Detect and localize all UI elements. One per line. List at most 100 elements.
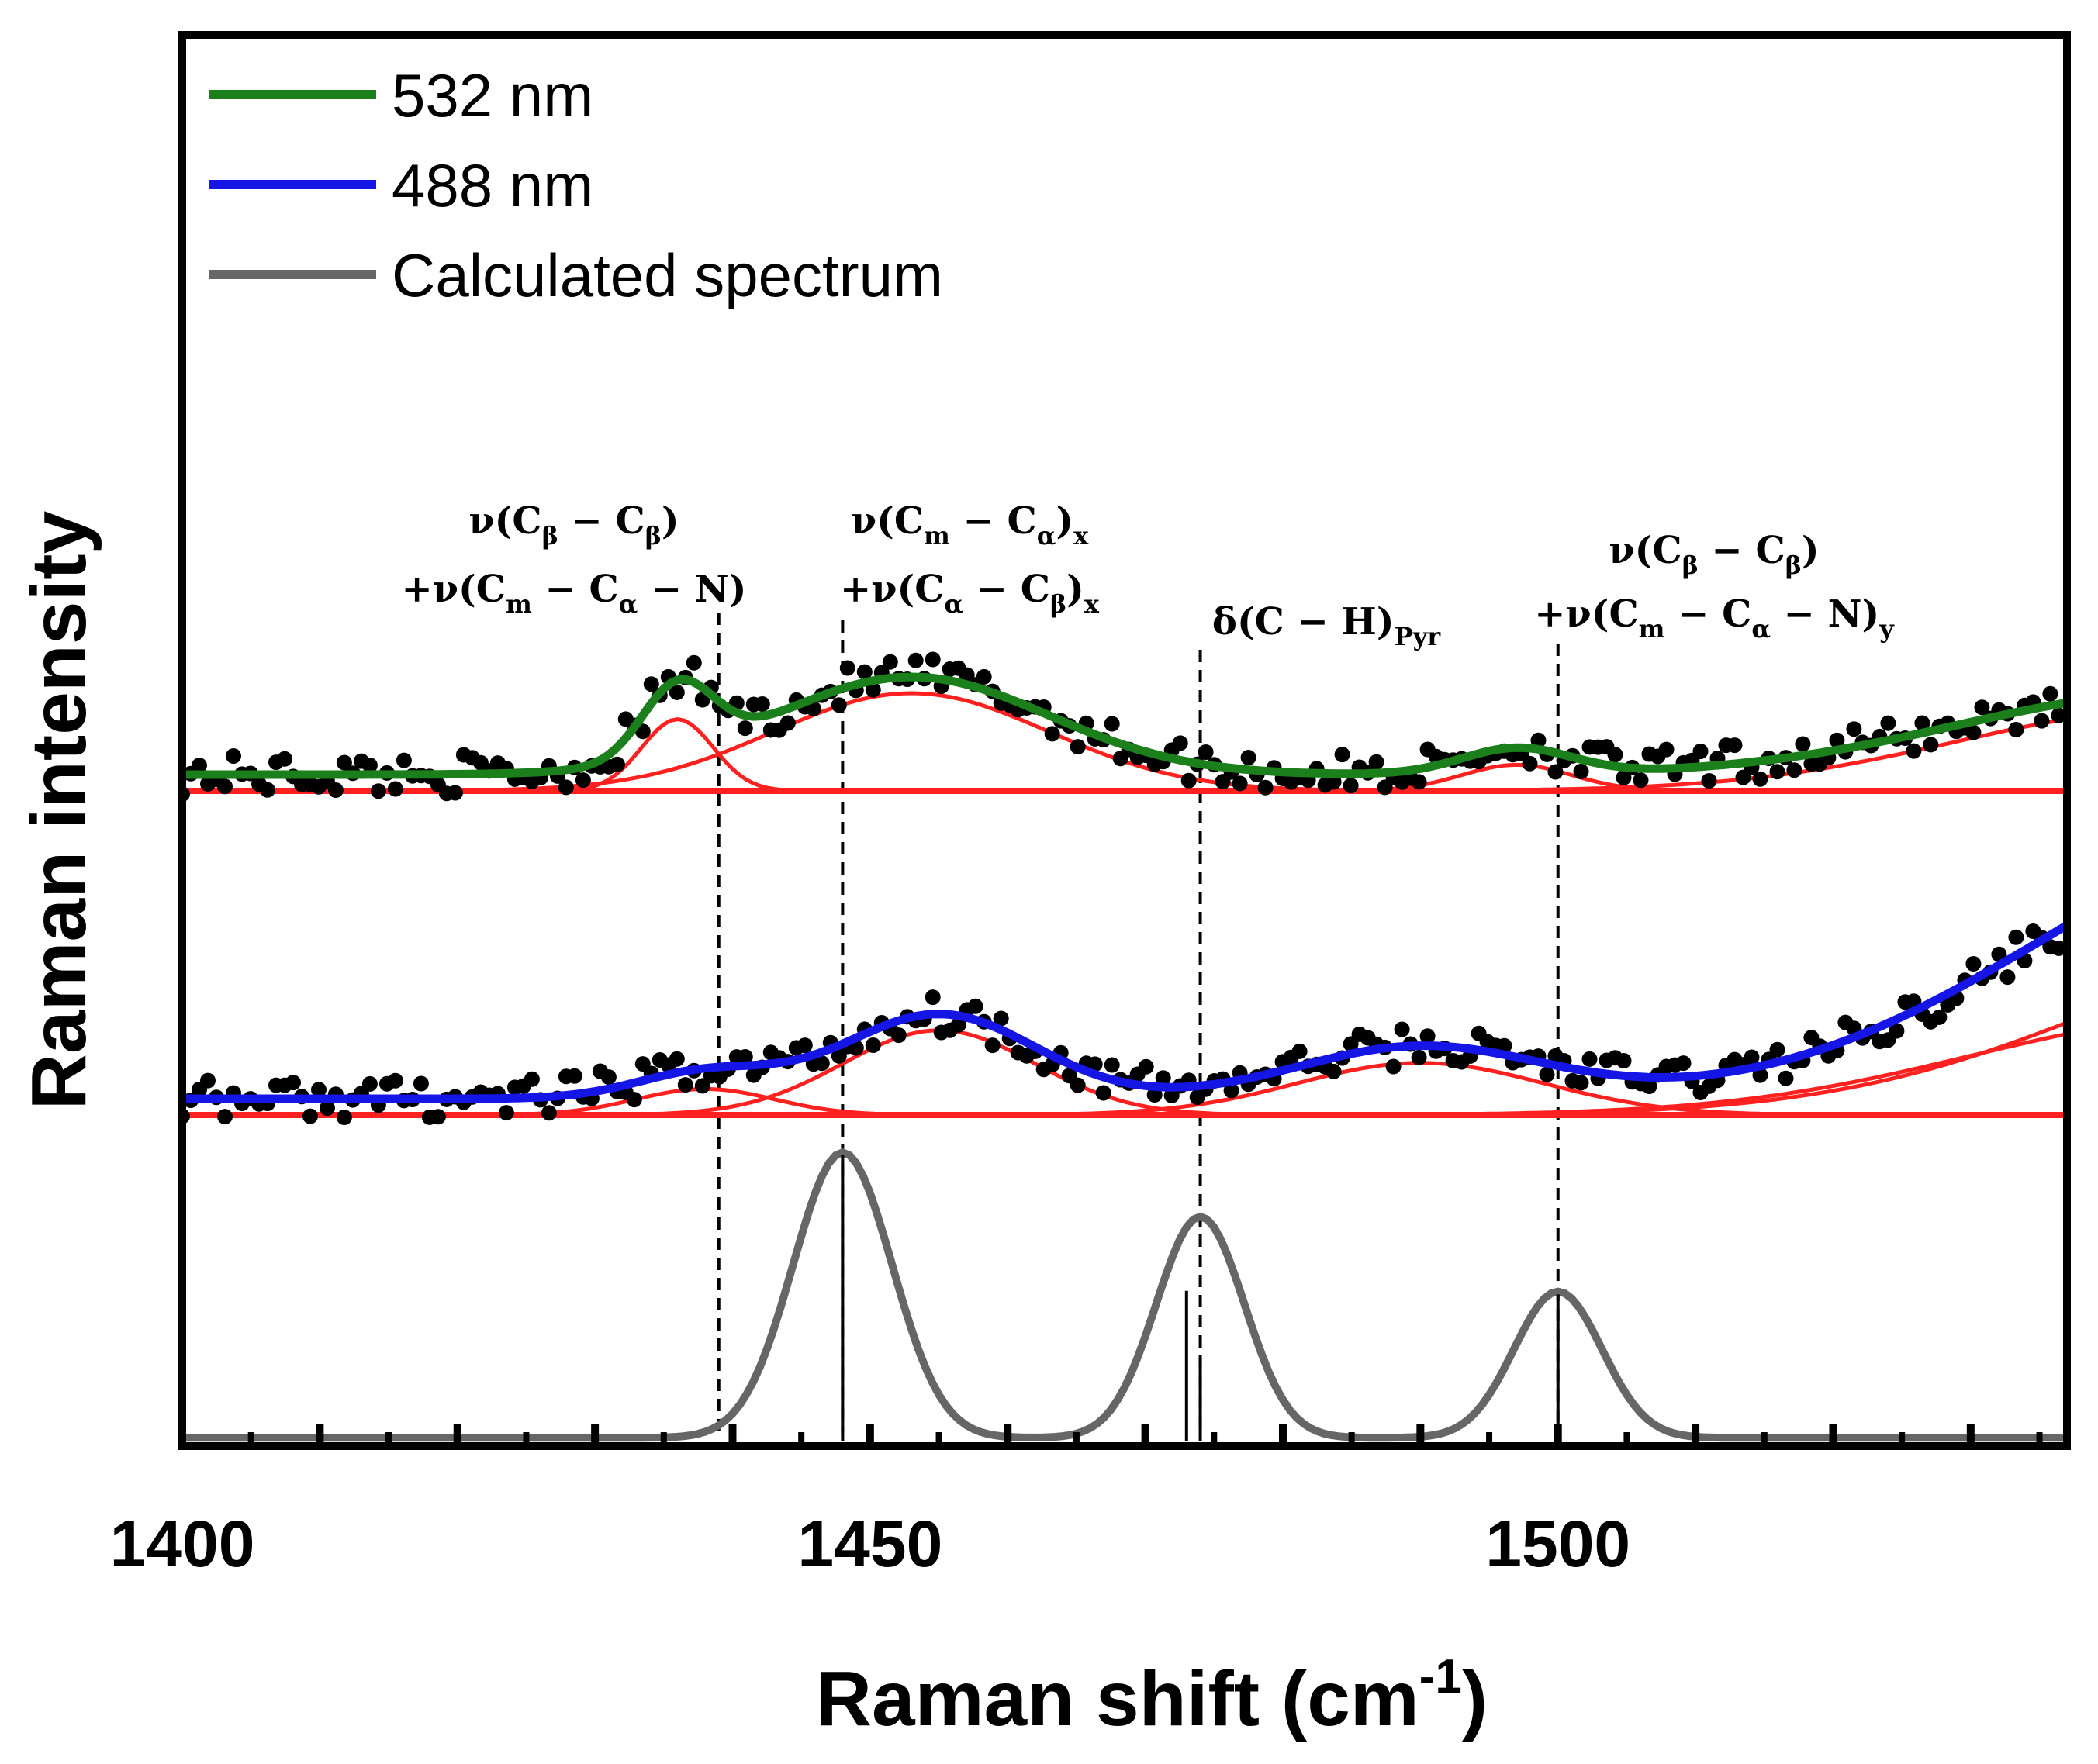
series-488nm-point (950, 1017, 966, 1033)
series-532nm-point (1846, 721, 1862, 737)
series-488nm-point (302, 1108, 318, 1124)
series-532nm-point (609, 756, 625, 772)
series-532nm-point (1726, 737, 1743, 754)
series-532nm-point (779, 715, 796, 731)
annotation-1-line-2: +ν(Cm − Cα − N) (402, 568, 747, 619)
series-532nm-point (831, 697, 847, 713)
series-532nm-point (2051, 707, 2067, 723)
series-488nm-point (1138, 1058, 1154, 1075)
series-488nm-point (677, 1077, 693, 1093)
series-532nm-point (192, 758, 207, 774)
series-532nm-point (1795, 736, 1811, 752)
annotation-2-line-2: +ν(Cα − Cβ)x (840, 568, 1100, 619)
series-488nm-point (669, 1051, 685, 1067)
calculated-spectrum-line (182, 1148, 2067, 1442)
series-488nm-point (814, 1055, 830, 1072)
series-532nm-point (1965, 724, 1982, 740)
annotation-3-line-1: δ(C − H)Pyr (1212, 600, 1441, 651)
series-532nm-point (1530, 732, 1547, 748)
series-488nm-point (1087, 1056, 1103, 1072)
series-488nm-point (737, 1049, 753, 1065)
series-532nm-point (226, 748, 241, 764)
series-532nm-point (1633, 772, 1649, 789)
series-488nm-fit-line (182, 921, 2067, 1103)
series-532nm-point (1240, 750, 1256, 765)
series-488nm-point (498, 1105, 514, 1121)
series-532nm-point (1326, 774, 1342, 790)
series-532nm-point (1044, 726, 1060, 742)
series-532nm-point (1880, 715, 1896, 731)
series-532nm-point (686, 654, 702, 671)
annotations: ν(Cβ − Cβ) +ν(Cm − Cα − N) ν(Cm − Cα)x +… (402, 499, 1896, 651)
series-488nm-point (1104, 1057, 1120, 1073)
series-532nm-point (925, 651, 941, 668)
series-488nm-point (967, 998, 983, 1014)
series-532nm-point (2034, 713, 2050, 729)
series-532nm-point (1257, 779, 1274, 796)
series-488nm-point (1385, 1058, 1402, 1075)
series-488nm-point (1394, 1021, 1410, 1037)
series-488nm-point (336, 1110, 352, 1125)
series-532nm-point (1769, 764, 1785, 780)
series-488nm-point (1752, 1067, 1768, 1083)
series-532nm-point (1172, 735, 1188, 751)
series-532nm-point (327, 782, 344, 798)
x-axis: 1400 1450 1500 (110, 1424, 2043, 1580)
series-532nm-point (839, 660, 855, 676)
series-488nm-point (361, 1075, 378, 1092)
annotation-4-line-1: ν(Cβ − Cβ) (1609, 529, 1819, 580)
plot-content (182, 613, 2067, 1442)
series-488nm-point (1095, 1085, 1111, 1101)
legend-label-488nm: 488 nm (392, 151, 593, 219)
series-532nm-point (856, 664, 873, 680)
series-488nm-point (1641, 1079, 1657, 1094)
series-488nm-point (1155, 1070, 1171, 1086)
series-532nm-point (1547, 764, 1564, 780)
series-532nm-point (1180, 772, 1197, 789)
series-488nm-point (797, 1037, 813, 1054)
series-532nm-point (1198, 744, 1214, 760)
series-532nm-point (1923, 737, 1939, 753)
series-532nm-point (1411, 774, 1427, 790)
series-532nm-point (1573, 763, 1589, 779)
series-532nm-point (558, 779, 574, 796)
series-488nm-point (2051, 940, 2067, 956)
series-532nm-point (669, 684, 685, 700)
series-532nm-point (575, 772, 591, 789)
series-488nm-point (541, 1105, 557, 1121)
legend-label-calculated: Calculated spectrum (392, 241, 943, 309)
series-488nm-point (600, 1069, 617, 1086)
series-488nm-point (311, 1082, 327, 1098)
series-488nm-point (285, 1075, 301, 1091)
x-axis-title: Raman shift (cm-1) (816, 1650, 1488, 1742)
series-532nm-fit-line (182, 672, 2067, 779)
series-488nm-point (1675, 1055, 1692, 1072)
series-488nm-point (993, 1010, 1009, 1027)
series-532nm-point (1829, 732, 1845, 748)
series-488nm-point (1581, 1051, 1598, 1067)
plot-area (182, 613, 2067, 1442)
series-488nm-point (413, 1075, 429, 1092)
series-532nm-point (1334, 747, 1350, 763)
series-532nm-point (336, 754, 352, 771)
series-488nm-point (2008, 929, 2024, 945)
series-488nm-point (890, 1027, 907, 1044)
legend: 532 nm 488 nm Calculated spectrum (209, 61, 943, 309)
x-tick-label: 1400 (110, 1507, 255, 1580)
series-488nm-point (1419, 1028, 1436, 1044)
series-532nm-point (1104, 716, 1120, 732)
series-488nm-point (1223, 1082, 1239, 1099)
y-axis-title: Raman intensity (16, 510, 102, 1110)
legend-label-532nm: 532 nm (392, 61, 593, 129)
series-488nm-point (217, 1109, 233, 1125)
series-488nm-point (1999, 969, 2016, 986)
series-488nm-point (387, 1072, 403, 1089)
series-488nm-point (694, 1078, 710, 1094)
series-532nm-point (1607, 747, 1623, 763)
series-488nm-point (1326, 1063, 1342, 1079)
series-532nm-point (976, 668, 992, 685)
series-488nm-point (524, 1071, 540, 1087)
series-532nm-point (1658, 741, 1675, 758)
series-532nm-point (643, 676, 659, 692)
